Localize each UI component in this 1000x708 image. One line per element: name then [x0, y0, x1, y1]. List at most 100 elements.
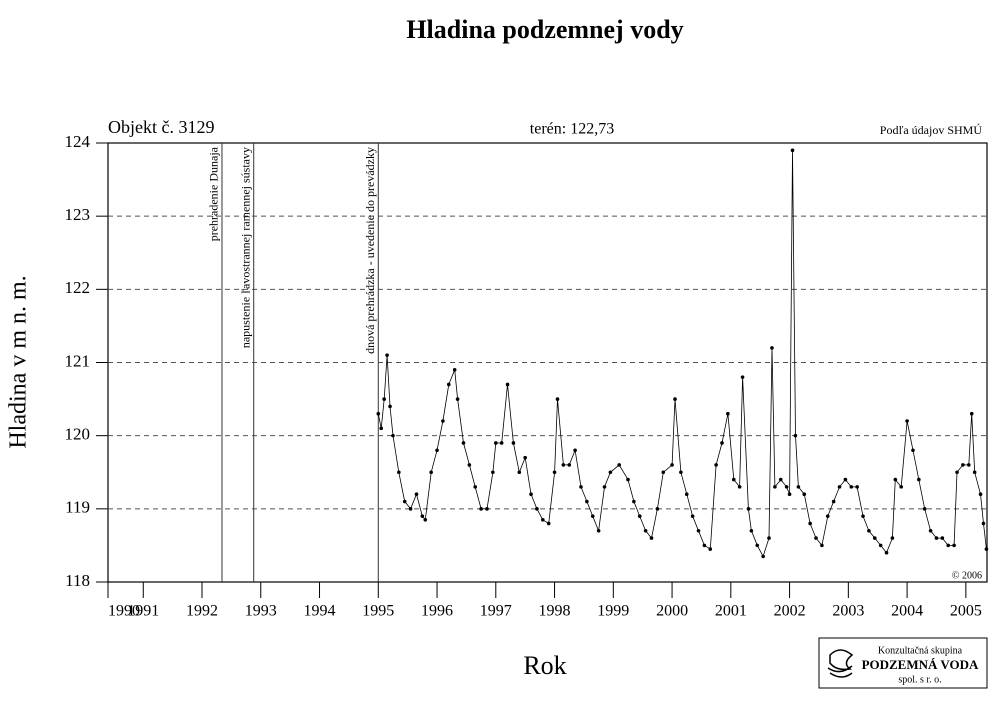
- data-point: [397, 470, 401, 475]
- x-tick-label: 1998: [539, 603, 571, 620]
- data-point: [479, 507, 483, 511]
- data-point: [585, 499, 589, 504]
- x-tick-label: 1994: [304, 603, 336, 620]
- y-tick-label: 123: [65, 205, 91, 224]
- data-point: [773, 485, 777, 489]
- data-point: [837, 485, 842, 489]
- x-tick-label: 1993: [245, 603, 277, 620]
- data-point: [740, 375, 745, 379]
- data-point: [867, 528, 871, 533]
- data-point: [608, 470, 613, 475]
- y-axis-label: Hladina v m n. m.: [6, 275, 32, 448]
- data-point: [814, 536, 818, 540]
- data-point: [679, 470, 683, 475]
- logo-icon: [827, 649, 854, 678]
- data-point: [511, 441, 516, 445]
- data-point: [379, 426, 384, 431]
- data-point: [872, 536, 877, 540]
- data-point: [778, 477, 783, 482]
- data-point: [820, 543, 824, 548]
- data-point: [978, 492, 983, 497]
- x-tick-label: 2002: [774, 603, 806, 620]
- data-point: [446, 382, 451, 387]
- series-line: [377, 150, 987, 558]
- data-point: [911, 448, 915, 453]
- data-point: [917, 477, 921, 482]
- data-point: [617, 463, 621, 467]
- data-point: [590, 514, 595, 518]
- x-tick-label: 1991: [127, 603, 159, 620]
- data-point: [969, 411, 974, 416]
- data-point: [731, 477, 736, 482]
- data-point: [626, 477, 630, 482]
- logo-line1: Konzultačná skupina: [878, 645, 963, 656]
- data-point: [485, 507, 489, 511]
- data-point: [388, 404, 392, 409]
- data-point: [596, 528, 601, 533]
- data-point: [702, 543, 707, 548]
- logo-box: [818, 637, 988, 689]
- data-point: [505, 382, 510, 387]
- data-point: [402, 499, 407, 504]
- data-point: [966, 463, 971, 467]
- data-point: [467, 463, 472, 467]
- x-tick-label: 1990: [108, 603, 140, 620]
- data-point: [843, 477, 848, 482]
- data-point: [755, 543, 760, 548]
- data-point: [899, 485, 904, 489]
- event-label: prehradenie Dunaja: [207, 146, 221, 241]
- data-point: [661, 470, 666, 475]
- data-point: [831, 499, 836, 504]
- data-point: [455, 397, 460, 401]
- data-point: [517, 470, 522, 475]
- x-tick-label: 1996: [421, 603, 453, 620]
- y-tick-label: 122: [65, 278, 91, 297]
- data-point: [523, 455, 527, 460]
- data-point: [849, 485, 854, 489]
- data-point: [382, 397, 386, 401]
- data-point: [546, 521, 551, 526]
- data-point: [555, 397, 560, 401]
- data-point: [535, 507, 539, 511]
- logo-line2: PODZEMNÁ VODA: [862, 657, 979, 672]
- data-point: [746, 507, 751, 511]
- y-tick-label: 120: [65, 425, 91, 444]
- event-label: dnová prehrádzka - uvedenie do prevádzky: [363, 147, 377, 354]
- data-point: [737, 485, 742, 489]
- data-point: [579, 485, 583, 489]
- data-point: [761, 554, 765, 559]
- x-tick-label: 1997: [480, 603, 512, 620]
- data-point: [573, 448, 577, 453]
- x-tick-label: 2004: [891, 603, 923, 620]
- x-tick-label: 1995: [362, 603, 394, 620]
- data-point: [690, 514, 695, 518]
- x-tick-label: 2001: [715, 603, 747, 620]
- data-point: [893, 477, 898, 482]
- data-point: [790, 148, 795, 153]
- data-point: [928, 528, 933, 533]
- data-point: [684, 492, 689, 497]
- data-point: [981, 521, 986, 526]
- data-point: [720, 441, 724, 445]
- data-point: [493, 441, 498, 445]
- data-point: [825, 514, 830, 518]
- data-point: [414, 492, 419, 497]
- y-tick-label: 121: [65, 351, 91, 370]
- x-tick-label: 2003: [832, 603, 864, 620]
- data-point: [391, 433, 395, 438]
- data-point: [884, 550, 889, 555]
- y-tick-label: 119: [65, 498, 90, 517]
- data-point: [922, 507, 927, 511]
- data-point: [808, 521, 812, 526]
- data-point: [861, 514, 865, 518]
- data-point: [972, 470, 977, 475]
- y-tick-label: 118: [65, 571, 90, 590]
- data-point: [961, 463, 965, 467]
- data-point: [787, 492, 792, 497]
- data-point: [473, 485, 478, 489]
- data-point: [934, 536, 939, 540]
- data-point: [952, 543, 956, 548]
- data-point: [855, 485, 859, 489]
- data-point: [770, 346, 774, 350]
